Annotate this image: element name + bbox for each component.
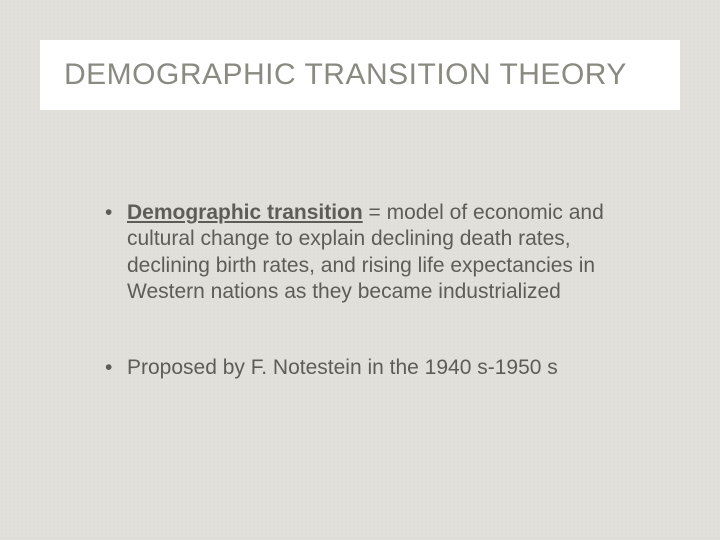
bullet-item: Demographic transition = model of econom… <box>105 200 630 305</box>
title-box: DEMOGRAPHIC TRANSITION THEORY <box>40 40 680 110</box>
bullet-text: Proposed by F. Notestein in the 1940 s-1… <box>127 356 558 379</box>
bullet-item: Proposed by F. Notestein in the 1940 s-1… <box>105 355 630 381</box>
defined-term: Demographic transition <box>127 201 363 224</box>
slide-title: DEMOGRAPHIC TRANSITION THEORY <box>64 58 656 92</box>
slide: DEMOGRAPHIC TRANSITION THEORY Demographi… <box>0 0 720 540</box>
content-area: Demographic transition = model of econom… <box>105 200 630 431</box>
